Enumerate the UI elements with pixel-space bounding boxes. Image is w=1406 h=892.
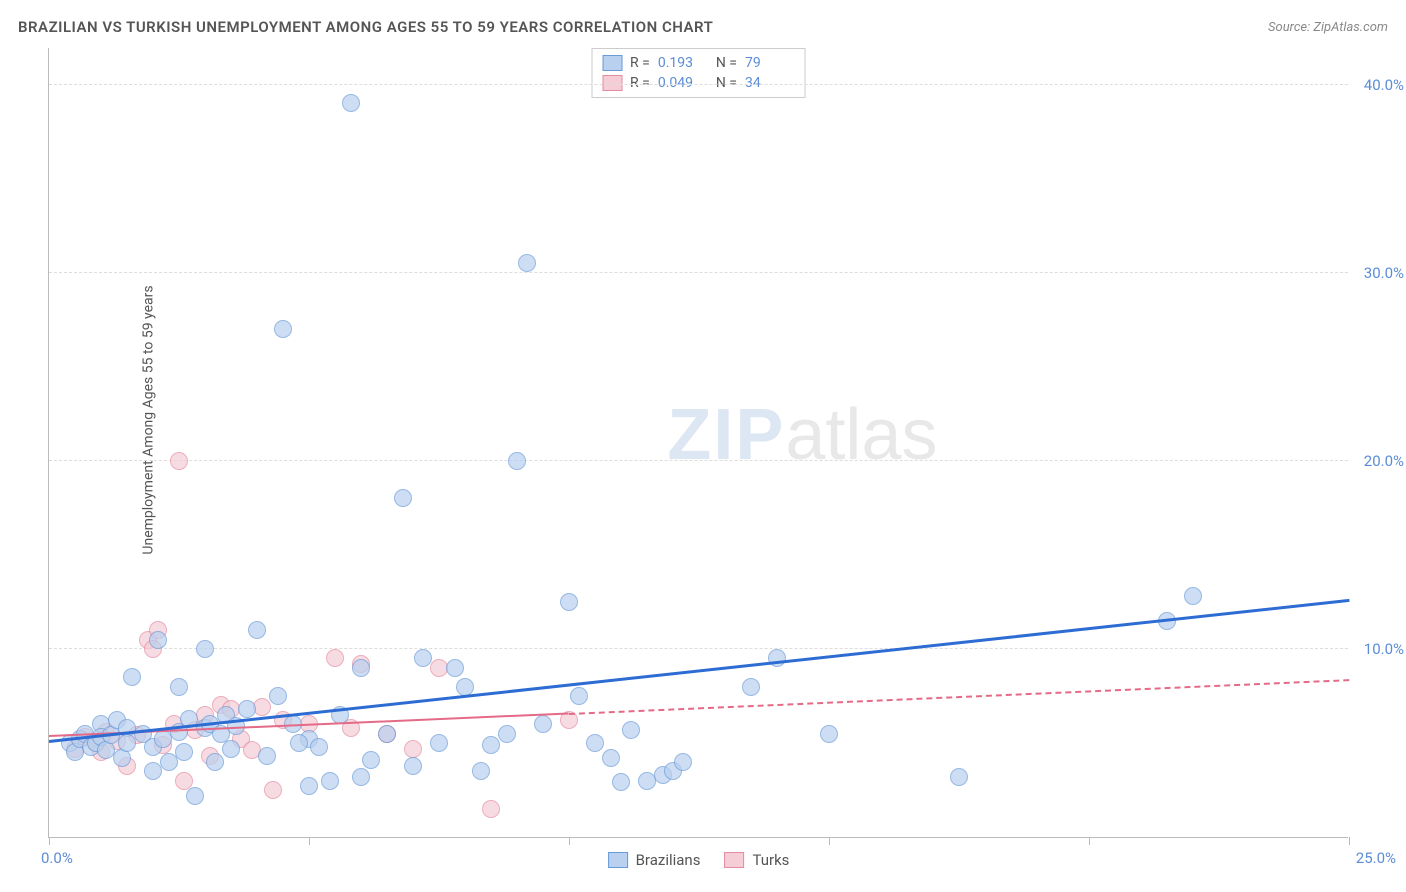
data-point xyxy=(482,736,500,754)
legend-item: Turks xyxy=(724,851,789,869)
data-point xyxy=(498,725,516,743)
data-point xyxy=(950,768,968,786)
legend-r-label: R = xyxy=(630,55,650,71)
x-tick-label: 0.0% xyxy=(41,849,73,867)
legend-r-value: 0.193 xyxy=(658,55,708,71)
data-point xyxy=(362,751,380,769)
legend-swatch-icon xyxy=(724,852,744,868)
y-tick-label: 30.0% xyxy=(1364,264,1404,282)
data-point xyxy=(586,734,604,752)
series-legend: Brazilians Turks xyxy=(608,851,790,869)
data-point xyxy=(518,254,536,272)
data-point xyxy=(414,649,432,667)
x-tick xyxy=(1349,837,1350,845)
trend-line xyxy=(49,599,1349,743)
data-point xyxy=(394,489,412,507)
data-point xyxy=(352,659,370,677)
source-label: Source: ZipAtlas.com xyxy=(1268,20,1388,35)
correlation-legend: R =0.193N =79R =0.049N =34 xyxy=(591,48,806,98)
plot-area: ZIPatlas R =0.193N =79R =0.049N =34 Braz… xyxy=(48,48,1348,838)
legend-swatch-icon xyxy=(608,852,628,868)
x-tick xyxy=(309,837,310,845)
gridline xyxy=(49,460,1348,461)
data-point xyxy=(290,734,308,752)
data-point xyxy=(622,721,640,739)
data-point xyxy=(570,687,588,705)
data-point xyxy=(446,659,464,677)
data-point xyxy=(269,687,287,705)
data-point xyxy=(321,772,339,790)
x-tick xyxy=(1089,837,1090,845)
data-point xyxy=(326,649,344,667)
data-point xyxy=(206,753,224,771)
y-tick-label: 20.0% xyxy=(1364,452,1404,470)
x-tick-label: 25.0% xyxy=(1356,849,1396,867)
data-point xyxy=(742,678,760,696)
y-tick-label: 40.0% xyxy=(1364,76,1404,94)
watermark-light: atlas xyxy=(785,394,937,474)
x-tick xyxy=(49,837,50,845)
data-point xyxy=(149,631,167,649)
data-point xyxy=(248,621,266,639)
data-point xyxy=(196,640,214,658)
data-point xyxy=(602,749,620,767)
data-point xyxy=(300,777,318,795)
watermark-bold: ZIP xyxy=(667,394,785,474)
data-point xyxy=(820,725,838,743)
data-point xyxy=(253,698,271,716)
legend-swatch-icon xyxy=(602,55,622,71)
legend-n-label: N = xyxy=(716,55,737,71)
gridline xyxy=(49,84,1348,85)
data-point xyxy=(378,725,396,743)
data-point xyxy=(238,700,256,718)
legend-series-label: Turks xyxy=(752,851,789,869)
legend-item: Brazilians xyxy=(608,851,701,869)
x-tick xyxy=(829,837,830,845)
data-point xyxy=(222,740,240,758)
data-point xyxy=(534,715,552,733)
data-point xyxy=(674,753,692,771)
data-point xyxy=(508,452,526,470)
data-point xyxy=(1184,587,1202,605)
data-point xyxy=(123,668,141,686)
gridline xyxy=(49,648,1348,649)
y-tick-label: 10.0% xyxy=(1364,640,1404,658)
data-point xyxy=(264,781,282,799)
data-point xyxy=(258,747,276,765)
data-point xyxy=(456,678,474,696)
data-point xyxy=(170,452,188,470)
watermark: ZIPatlas xyxy=(667,393,937,475)
data-point xyxy=(274,320,292,338)
legend-series-label: Brazilians xyxy=(636,851,701,869)
data-point xyxy=(472,762,490,780)
data-point xyxy=(310,738,328,756)
data-point xyxy=(560,593,578,611)
legend-row: R = 0.193 N = 79 xyxy=(602,53,795,73)
x-tick xyxy=(569,837,570,845)
data-point xyxy=(352,768,370,786)
data-point xyxy=(404,740,422,758)
data-point xyxy=(342,94,360,112)
legend-n-value: 79 xyxy=(745,55,795,71)
chart-title: BRAZILIAN VS TURKISH UNEMPLOYMENT AMONG … xyxy=(18,18,713,36)
gridline xyxy=(49,272,1348,273)
data-point xyxy=(175,743,193,761)
data-point xyxy=(612,773,630,791)
data-point xyxy=(482,800,500,818)
trend-line xyxy=(569,679,1349,715)
data-point xyxy=(170,678,188,696)
data-point xyxy=(404,757,422,775)
data-point xyxy=(430,734,448,752)
data-point xyxy=(186,787,204,805)
